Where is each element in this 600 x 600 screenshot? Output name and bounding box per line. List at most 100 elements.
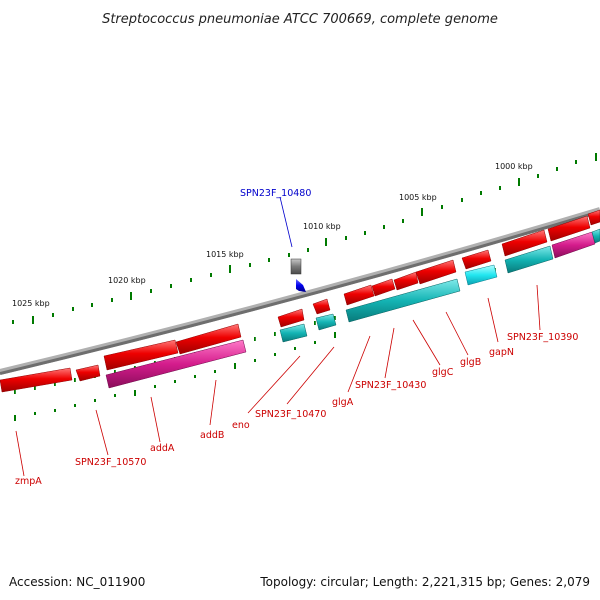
scale-tick (130, 292, 132, 300)
label-SPN23F_10430[interactable]: SPN23F_10430 (355, 380, 426, 391)
scale-tick (537, 174, 539, 178)
gene-track-gapN-lower[interactable] (464, 264, 498, 286)
label-gapN[interactable]: gapN (489, 347, 514, 358)
gene-red-right-1[interactable] (547, 215, 591, 242)
inner-tick (254, 337, 256, 341)
inner-tick (334, 316, 336, 320)
scale-tick (91, 303, 93, 307)
leader-gapN (487, 297, 499, 343)
topology-label: Topology: circular; Length: 2,221,315 bp… (259, 575, 590, 589)
gene-glgA[interactable] (343, 284, 375, 306)
label-SPN23F_10470[interactable]: SPN23F_10470 (255, 409, 326, 420)
inner-tick (14, 390, 16, 394)
scale-label-1025kbp: 1025 kbp (12, 299, 50, 308)
inner-tick (74, 378, 76, 382)
scale-tick (556, 167, 558, 171)
scale-ticks (12, 153, 597, 324)
scale-label-1020kbp: 1020 kbp (108, 276, 146, 285)
scale-tick (52, 313, 54, 317)
leader-SPN23F_10480 (279, 196, 293, 248)
gene-gapN[interactable] (461, 249, 492, 270)
label-zmpA[interactable]: zmpA (15, 476, 42, 487)
gene-track-right-lower-mag[interactable] (551, 231, 596, 259)
leader-SPN23F_10390 (536, 284, 541, 331)
genome-backbone-shade (0, 210, 600, 375)
scale-tick (575, 160, 577, 164)
leader-SPN23F_10570 (95, 409, 109, 456)
gene-SPN23F_10570[interactable] (75, 364, 101, 382)
scale-tick (441, 205, 443, 209)
scale-label-1005kbp: 1005 kbp (399, 193, 437, 202)
gene-track-addA-lower[interactable] (105, 339, 247, 389)
lower-tick (234, 363, 236, 369)
scale-label-1010kbp: 1010 kbp (303, 222, 341, 231)
scale-tick (72, 307, 74, 311)
label-SPN23F_10390[interactable]: SPN23F_10390 (507, 332, 578, 343)
lower-tick (74, 404, 76, 407)
scale-tick (325, 238, 327, 246)
leader-glgB (445, 311, 469, 356)
gene-glgB[interactable] (415, 259, 457, 285)
label-addB[interactable]: addB (200, 430, 224, 441)
scale-tick (229, 265, 231, 273)
lower-tick (314, 341, 316, 344)
scale-tick (518, 178, 520, 186)
scale-tick (307, 248, 309, 252)
scale-tick (499, 186, 501, 190)
scale-tick (111, 298, 113, 302)
gene-track-10470-lower[interactable] (315, 313, 337, 331)
scale-tick (480, 191, 482, 195)
lower-tick (34, 412, 36, 415)
gene-red-right-2[interactable] (587, 209, 600, 226)
gene-addB[interactable] (175, 323, 242, 355)
gene-SPN23F_10480-arrow[interactable] (296, 279, 306, 292)
lower-tick (274, 353, 276, 356)
gene-track-eno-lower[interactable] (279, 323, 308, 343)
gene-addA[interactable] (103, 339, 179, 371)
scale-tick (150, 289, 152, 293)
gene-SPN23F_10470[interactable] (312, 298, 331, 315)
scale-tick (170, 284, 172, 288)
inner-tick (314, 321, 316, 325)
leader-zmpA (15, 430, 25, 477)
gene-eno[interactable] (277, 308, 305, 328)
scale-tick (421, 208, 423, 216)
scale-tick (595, 153, 597, 161)
genes-lower-row (105, 228, 600, 389)
gene-zmpA[interactable] (0, 367, 73, 393)
lower-tick (214, 370, 216, 373)
scale-tick (12, 320, 14, 324)
label-glgA[interactable]: glgA (332, 397, 354, 408)
gene-SPN23F_10430[interactable] (371, 278, 396, 297)
highlighted-gene (290, 258, 306, 292)
gene-track-right-lower-cyan[interactable] (591, 228, 600, 244)
label-eno[interactable]: eno (232, 420, 250, 431)
gene-track-glgA-lower[interactable] (345, 278, 461, 323)
gene-SPN23F_10390[interactable] (501, 229, 548, 257)
label-glgB[interactable]: glgB (460, 357, 481, 368)
leader-glgA (347, 335, 371, 393)
scale-tick (288, 253, 290, 257)
gene-SPN23F_10480-gray[interactable] (290, 258, 302, 275)
inner-tick (34, 386, 36, 390)
label-glgC[interactable]: glgC (432, 367, 454, 378)
label-SPN23F_10480[interactable]: SPN23F_10480 (240, 188, 311, 199)
scale-tick (402, 219, 404, 223)
scale-tick (249, 263, 251, 267)
label-SPN23F_10570[interactable]: SPN23F_10570 (75, 457, 146, 468)
lower-tick (334, 332, 336, 338)
lower-tick (154, 385, 156, 388)
scale-tick (268, 258, 270, 262)
lower-tick (114, 394, 116, 397)
lower-tick (134, 390, 136, 396)
leader-glgC (412, 319, 441, 366)
gene-track-10390-lower[interactable] (504, 245, 554, 274)
scale-tick (461, 198, 463, 202)
label-addA[interactable]: addA (150, 443, 175, 454)
gene-glgC[interactable] (393, 271, 419, 291)
inner-tick (114, 370, 116, 374)
leader-SPN23F_10470 (286, 346, 335, 405)
genes-upper-row (0, 209, 600, 393)
scale-label-1000kbp: 1000 kbp (495, 162, 533, 171)
lower-tick (54, 409, 56, 412)
